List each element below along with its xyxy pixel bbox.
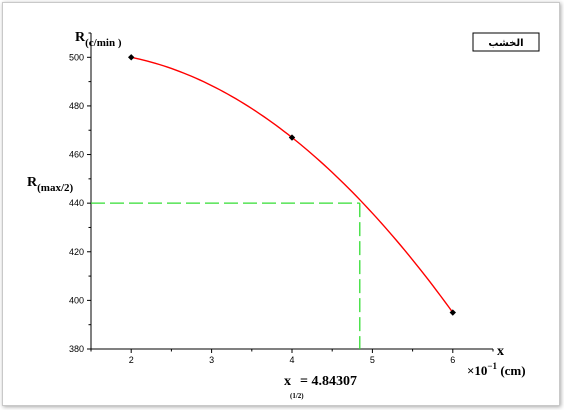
half-value-y-label: R(max/2) [27, 175, 74, 194]
x-tick-label: 4 [289, 355, 294, 365]
y-tick-label: 380 [69, 344, 84, 354]
data-point [288, 134, 296, 141]
half-value-x-value: = 4.84307 [300, 374, 357, 389]
y-tick-label: 500 [69, 52, 84, 62]
x-tick-label: 2 [129, 355, 134, 365]
chart-svg: 2 3 4 5 6 380 400 420 440 460 480 500 R(c/min ) R(m… [27, 30, 540, 400]
y-axis-label: R(c/min ) [75, 30, 122, 49]
series-curve [131, 56, 454, 313]
y-tick-label: 460 [69, 150, 84, 160]
x-axis-unit: ×10−1 (cm) [467, 361, 526, 378]
y-tick-label: 420 [69, 247, 84, 257]
data-point [449, 309, 456, 316]
half-value-x-annotation: x [284, 374, 291, 389]
y-tick-label: 400 [69, 295, 84, 305]
x-axis-label: x [497, 344, 504, 359]
chart-frame: 2 3 4 5 6 380 400 420 440 460 480 500 R(c/min ) R(m… [2, 2, 560, 406]
data-point [128, 54, 135, 61]
legend-box [472, 32, 540, 52]
x-tick-label: 3 [209, 355, 214, 365]
half-value-x-subscript: (1/2) [290, 392, 304, 400]
x-tick-label: 5 [370, 355, 375, 365]
y-tick-label: 480 [69, 101, 84, 111]
y-tick-label: 440 [69, 198, 84, 208]
x-tick-label: 6 [450, 355, 455, 365]
legend-label: الخشب [488, 38, 523, 49]
